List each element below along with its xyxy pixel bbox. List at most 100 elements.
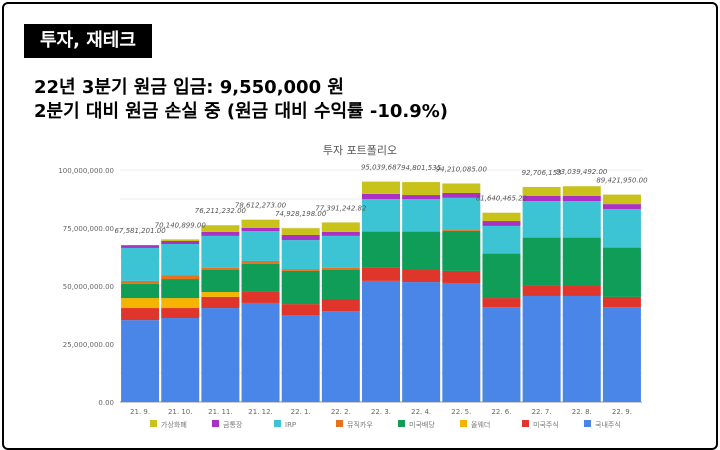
bar-segment-미국주식 — [522, 285, 561, 296]
bar-segment-가상화폐 — [362, 181, 400, 194]
y-tick-label: 25,000,000.00 — [63, 341, 114, 349]
bar-segment-미국주식 — [121, 308, 160, 321]
bar-segment-가상화폐 — [321, 222, 360, 232]
bar-segment-국내주식 — [241, 302, 280, 402]
bar-segment-IRP — [281, 240, 320, 270]
legend-swatch — [150, 420, 157, 427]
bar-segment-올웨더 — [161, 298, 200, 309]
bar-segment-뮤직카우 — [241, 260, 280, 264]
x-tick-label: 21. 12. — [248, 408, 273, 416]
bar-segment-미국배당 — [281, 270, 320, 305]
total-label: 93,039,492.00 — [556, 168, 608, 176]
bar-segment-뮤직카우 — [562, 237, 601, 238]
bar-segment-IRP — [442, 197, 481, 231]
total-label: 74,928,198.00 — [275, 210, 327, 218]
bar-segment-가상화폐 — [241, 219, 280, 228]
bar-segment-미국배당 — [402, 231, 441, 270]
bar-segment-IRP — [321, 235, 360, 268]
bar-segment-가상화폐 — [201, 225, 240, 232]
bar-segment-가상화폐 — [402, 182, 441, 196]
legend-swatch — [274, 420, 281, 427]
bar-segment-국내주식 — [281, 315, 320, 402]
x-tick-label: 22. 3. — [371, 408, 391, 416]
bar-segment-올웨더 — [201, 292, 240, 297]
bar-segment-IRP — [201, 235, 240, 268]
bar-segment-국내주식 — [602, 307, 641, 402]
bar-segment-금통장 — [522, 195, 561, 202]
bar-segment-미국주식 — [402, 269, 441, 283]
legend-label: 미국주식 — [533, 420, 559, 429]
bar-segment-금통장 — [241, 228, 280, 232]
legend-label: 국내주식 — [595, 420, 621, 429]
bar-segment-금통장 — [281, 234, 320, 241]
bar-segment-올웨더 — [121, 298, 160, 309]
bar-segment-뮤직카우 — [321, 267, 360, 270]
bar-segment-국내주식 — [562, 295, 601, 402]
bar-segment-국내주식 — [321, 311, 360, 402]
bar-segment-미국주식 — [362, 267, 400, 281]
bar-segment-국내주식 — [362, 280, 400, 402]
bar-segment-미국배당 — [482, 253, 521, 299]
bar-segment-IRP — [241, 231, 280, 261]
bar-segment-가상화폐 — [602, 194, 641, 205]
bar-segment-뮤직카우 — [482, 253, 521, 254]
bar-segment-IRP — [402, 199, 441, 232]
bar-segment-가상화폐 — [281, 228, 320, 235]
bar-segment-미국배당 — [121, 283, 160, 299]
bar-segment-가상화폐 — [442, 183, 481, 193]
x-tick-label: 22. 9. — [612, 408, 632, 416]
bar-segment-뮤직카우 — [362, 231, 400, 232]
bar-segment-가상화폐 — [161, 239, 200, 241]
bar-segment-국내주식 — [482, 307, 521, 402]
bar-segment-국내주식 — [402, 282, 441, 402]
bar-segment-미국주식 — [281, 304, 320, 315]
legend-label: 뮤직카우 — [347, 420, 373, 429]
bar-segment-IRP — [602, 208, 641, 248]
x-tick-label: 22. 8. — [572, 408, 592, 416]
bar-segment-뮤직카우 — [402, 231, 441, 232]
x-tick-label: 21. 10. — [168, 408, 193, 416]
bar-segment-IRP — [161, 244, 200, 276]
slide-heading: 22년 3분기 원금 입금: 9,550,000 원 2분기 대비 원금 손실 … — [34, 76, 448, 124]
bar-segment-뮤직카우 — [121, 280, 160, 284]
bar-segment-금통장 — [121, 245, 160, 248]
bar-segment-국내주식 — [161, 318, 200, 402]
total-label: 77,391,242.82 — [315, 204, 367, 212]
bar-segment-금통장 — [562, 195, 601, 202]
total-label: 76,211,232.00 — [195, 207, 247, 215]
bar-segment-미국배당 — [161, 279, 200, 299]
y-tick-label: 100,000,000.00 — [58, 167, 114, 175]
bar-segment-미국주식 — [241, 291, 280, 303]
x-tick-label: 21. 9. — [130, 408, 150, 416]
total-label: 78,612,273.00 — [235, 202, 287, 210]
bar-segment-금통장 — [602, 204, 641, 209]
legend-swatch — [584, 420, 591, 427]
x-tick-label: 22. 1. — [291, 408, 311, 416]
category-tag: 투자, 재테크 — [24, 24, 152, 58]
total-label: 94,210,085.00 — [436, 165, 488, 173]
total-label: 70,140,899.00 — [155, 221, 207, 229]
heading-line-2: 2분기 대비 원금 손실 중 (원금 대비 수익률 -10.9%) — [34, 101, 448, 122]
bar-segment-IRP — [562, 201, 601, 238]
y-tick-label: 50,000,000.00 — [63, 283, 114, 291]
bar-segment-IRP — [482, 225, 521, 254]
x-tick-label: 22. 6. — [491, 408, 511, 416]
x-tick-label: 22. 5. — [451, 408, 471, 416]
total-label: 67,581,201.00 — [114, 227, 166, 235]
bar-segment-미국배당 — [522, 237, 561, 286]
bar-segment-금통장 — [362, 193, 400, 199]
bar-segment-국내주식 — [442, 282, 481, 402]
legend-swatch — [336, 420, 343, 427]
bar-segment-금통장 — [321, 231, 360, 236]
total-label: 92,706,153 — [522, 169, 562, 177]
x-tick-label: 21. 11. — [208, 408, 233, 416]
legend-swatch — [212, 420, 219, 427]
legend-label: 올웨더 — [471, 420, 490, 429]
bar-segment-미국주식 — [562, 286, 601, 296]
bar-segment-뮤직카우 — [201, 267, 240, 270]
legend-swatch — [522, 420, 529, 427]
bar-segment-가상화폐 — [522, 186, 561, 196]
y-tick-label: 75,000,000.00 — [63, 225, 114, 233]
total-label: 94,801,535 — [401, 164, 442, 172]
legend-label: 미국배당 — [409, 420, 435, 429]
